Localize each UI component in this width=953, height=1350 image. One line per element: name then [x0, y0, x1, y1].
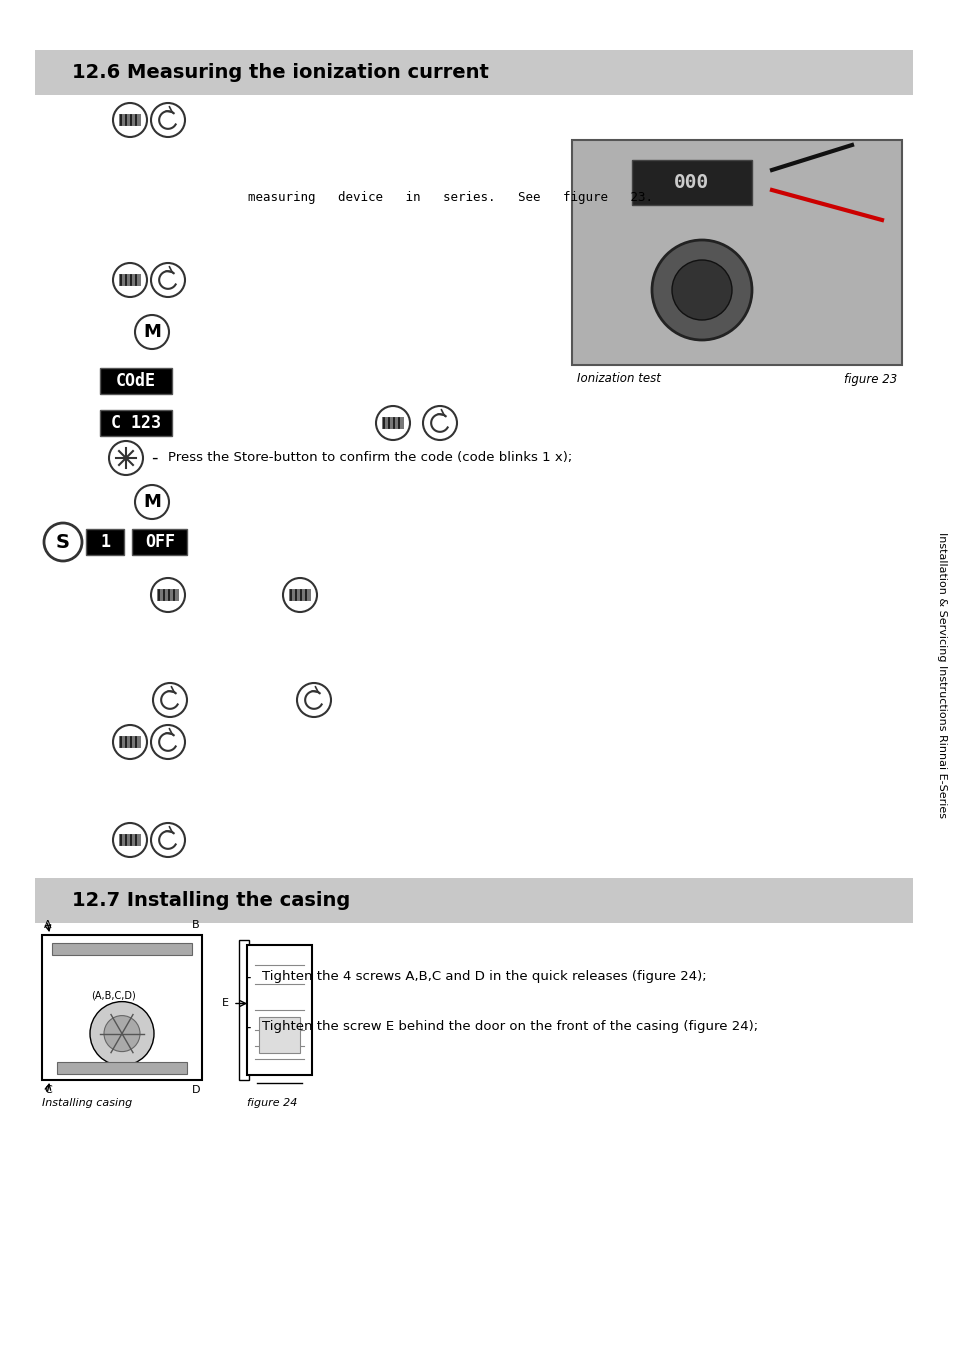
- FancyBboxPatch shape: [289, 589, 311, 602]
- FancyBboxPatch shape: [86, 529, 124, 555]
- FancyBboxPatch shape: [35, 878, 912, 923]
- FancyBboxPatch shape: [119, 833, 140, 846]
- FancyBboxPatch shape: [258, 1017, 299, 1053]
- FancyBboxPatch shape: [35, 50, 912, 94]
- Text: B: B: [193, 919, 200, 930]
- Text: S: S: [56, 532, 70, 552]
- Text: 12.6 Measuring the ionization current: 12.6 Measuring the ionization current: [71, 63, 488, 82]
- Text: C: C: [44, 1085, 51, 1095]
- Text: OFF: OFF: [145, 533, 174, 551]
- FancyBboxPatch shape: [247, 945, 312, 1075]
- Text: Tighten the 4 screws A,B,C and D in the quick releases (figure 24);: Tighten the 4 screws A,B,C and D in the …: [262, 971, 706, 983]
- Text: COdE: COdE: [116, 373, 156, 390]
- Text: Installation & Servicing Instructions Rinnai E-Series: Installation & Servicing Instructions Ri…: [936, 532, 946, 818]
- Text: Installing casing: Installing casing: [42, 1098, 132, 1108]
- Circle shape: [90, 1002, 153, 1065]
- FancyBboxPatch shape: [42, 936, 202, 1080]
- FancyBboxPatch shape: [57, 1062, 187, 1075]
- Text: -: -: [151, 450, 157, 467]
- FancyBboxPatch shape: [157, 589, 178, 602]
- Text: (A,B,C,D): (A,B,C,D): [91, 991, 136, 1000]
- Text: Ionization test: Ionization test: [577, 373, 660, 386]
- Circle shape: [671, 261, 731, 320]
- FancyBboxPatch shape: [239, 940, 249, 1080]
- Text: figure 23: figure 23: [842, 373, 896, 386]
- Text: D: D: [192, 1085, 200, 1095]
- FancyBboxPatch shape: [119, 736, 140, 748]
- Circle shape: [123, 455, 129, 460]
- Text: 000: 000: [674, 174, 709, 193]
- FancyBboxPatch shape: [100, 369, 172, 394]
- Text: Tighten the screw E behind the door on the front of the casing (figure 24);: Tighten the screw E behind the door on t…: [262, 1021, 758, 1033]
- FancyBboxPatch shape: [631, 161, 751, 205]
- Text: M: M: [143, 493, 161, 512]
- Text: -: -: [245, 971, 251, 986]
- FancyBboxPatch shape: [100, 410, 172, 436]
- FancyBboxPatch shape: [119, 274, 140, 286]
- Text: A: A: [44, 919, 51, 930]
- FancyBboxPatch shape: [119, 113, 140, 127]
- Circle shape: [104, 1015, 140, 1052]
- Circle shape: [651, 240, 751, 340]
- Text: E: E: [221, 999, 229, 1008]
- FancyBboxPatch shape: [382, 417, 403, 429]
- Text: -: -: [245, 1021, 251, 1035]
- FancyBboxPatch shape: [52, 944, 192, 954]
- Text: 12.7 Installing the casing: 12.7 Installing the casing: [71, 891, 350, 910]
- Text: C 123: C 123: [111, 414, 161, 432]
- Text: measuring   device   in   series.   See   figure   23.: measuring device in series. See figure 2…: [248, 192, 652, 204]
- FancyBboxPatch shape: [572, 140, 901, 365]
- Text: Press the Store-button to confirm the code (code blinks 1 x);: Press the Store-button to confirm the co…: [168, 451, 572, 464]
- FancyBboxPatch shape: [132, 529, 187, 555]
- Text: figure 24: figure 24: [247, 1098, 297, 1108]
- Text: M: M: [143, 323, 161, 342]
- Text: 1: 1: [100, 533, 110, 551]
